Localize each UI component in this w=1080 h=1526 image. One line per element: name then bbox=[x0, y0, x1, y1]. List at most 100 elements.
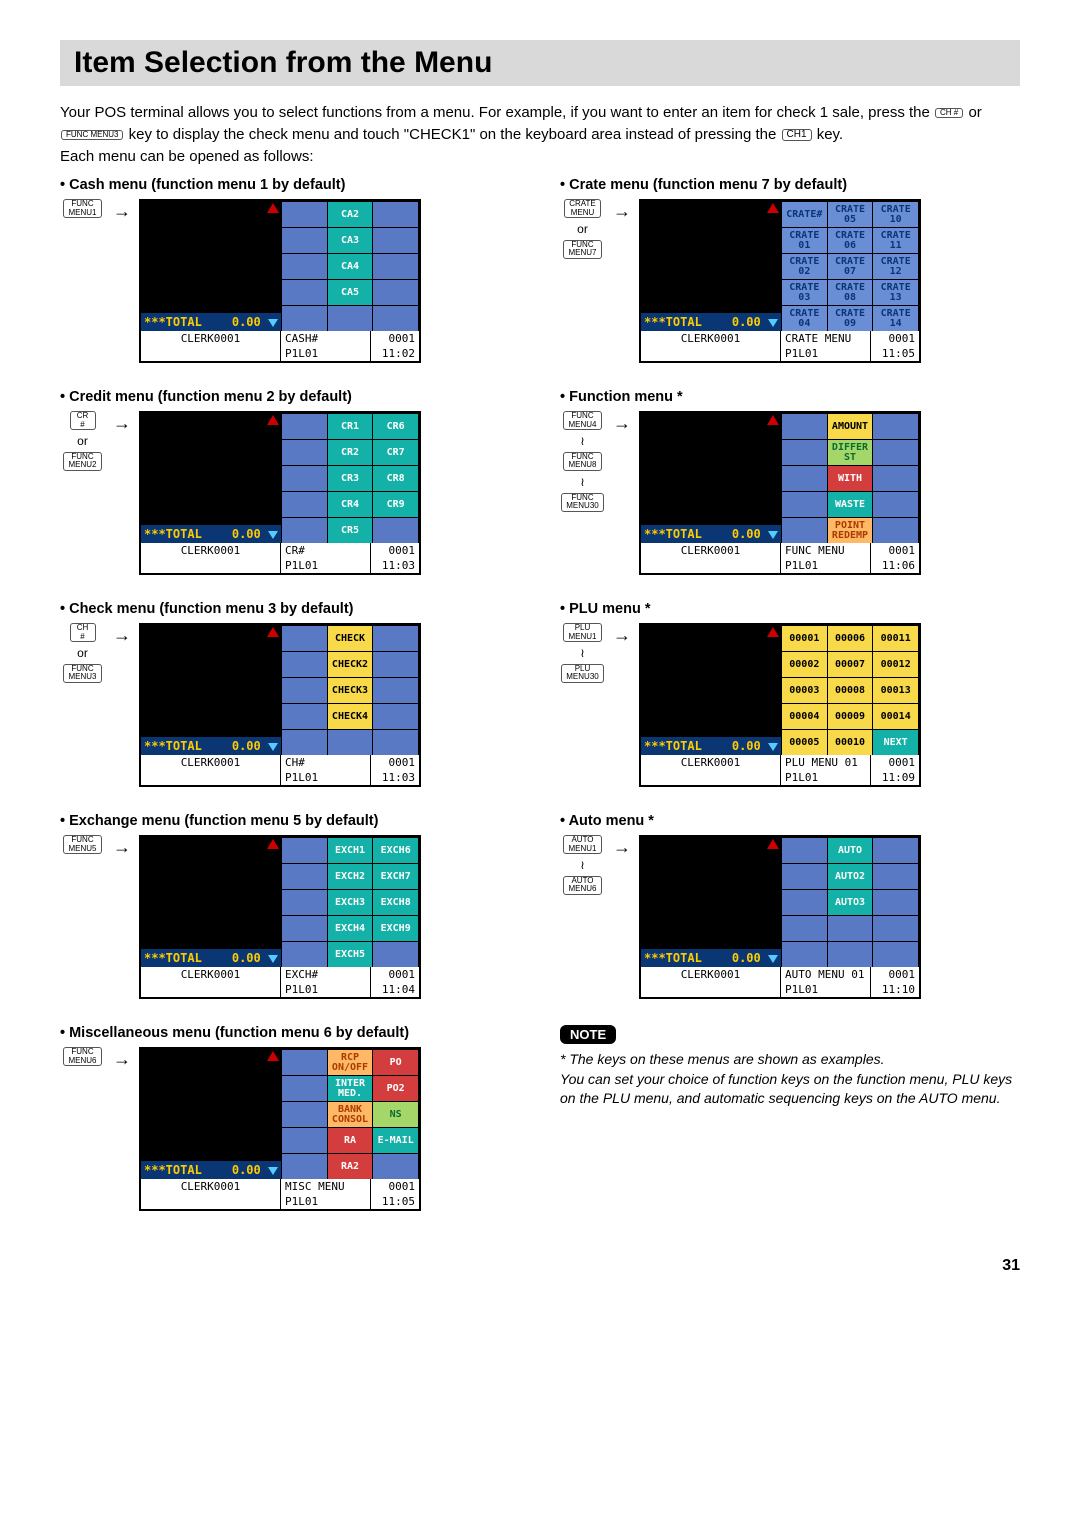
menu-button[interactable]: EXCH3 bbox=[328, 890, 373, 915]
menu-button[interactable]: CRATE 01 bbox=[782, 228, 827, 253]
menu-button[interactable]: CR8 bbox=[373, 466, 418, 491]
menu-button[interactable]: CRATE 07 bbox=[828, 254, 873, 279]
menu-button[interactable]: CA2 bbox=[328, 202, 373, 227]
menu-button[interactable]: 00011 bbox=[873, 626, 918, 651]
menu-button[interactable]: EXCH2 bbox=[328, 864, 373, 889]
menu-button[interactable]: AUTO2 bbox=[828, 864, 873, 889]
menu-button[interactable]: WASTE bbox=[828, 492, 873, 517]
menu-button[interactable]: NEXT bbox=[873, 730, 918, 755]
menu-button[interactable]: EXCH9 bbox=[373, 916, 418, 941]
keycap[interactable]: FUNC MENU4 bbox=[563, 411, 601, 430]
menu-button[interactable]: CA4 bbox=[328, 254, 373, 279]
keycap[interactable]: CRATE MENU bbox=[564, 199, 601, 218]
menu-button[interactable]: CR1 bbox=[328, 414, 373, 439]
menu-button[interactable]: 00002 bbox=[782, 652, 827, 677]
menu-button[interactable]: NS bbox=[373, 1102, 418, 1127]
scroll-up-icon[interactable] bbox=[767, 627, 779, 637]
menu-button[interactable]: AUTO bbox=[828, 838, 873, 863]
menu-button[interactable]: EXCH8 bbox=[373, 890, 418, 915]
menu-button[interactable]: CRATE 04 bbox=[782, 306, 827, 331]
keycap[interactable]: CR # bbox=[70, 411, 96, 430]
menu-button[interactable]: CRATE 08 bbox=[828, 280, 873, 305]
scroll-down-icon[interactable] bbox=[768, 955, 778, 963]
menu-button[interactable]: 00005 bbox=[782, 730, 827, 755]
menu-button[interactable]: 00003 bbox=[782, 678, 827, 703]
scroll-up-icon[interactable] bbox=[267, 203, 279, 213]
scroll-up-icon[interactable] bbox=[267, 1051, 279, 1061]
menu-button[interactable]: CR9 bbox=[373, 492, 418, 517]
menu-button[interactable]: CR3 bbox=[328, 466, 373, 491]
menu-button[interactable]: CHECK3 bbox=[328, 678, 373, 703]
scroll-up-icon[interactable] bbox=[767, 203, 779, 213]
menu-button[interactable]: 00014 bbox=[873, 704, 918, 729]
menu-button[interactable]: CRATE 09 bbox=[828, 306, 873, 331]
menu-button[interactable]: CHECK bbox=[328, 626, 373, 651]
keycap[interactable]: FUNC MENU3 bbox=[63, 664, 101, 683]
menu-button[interactable]: EXCH1 bbox=[328, 838, 373, 863]
keycap[interactable]: FUNC MENU2 bbox=[63, 452, 101, 471]
scroll-down-icon[interactable] bbox=[268, 955, 278, 963]
menu-button[interactable]: DIFFER ST bbox=[828, 440, 873, 465]
menu-button[interactable]: EXCH4 bbox=[328, 916, 373, 941]
keycap[interactable]: FUNC MENU6 bbox=[63, 1047, 101, 1066]
menu-button[interactable]: 00013 bbox=[873, 678, 918, 703]
keycap[interactable]: FUNC MENU8 bbox=[563, 452, 601, 471]
menu-button[interactable]: CRATE 02 bbox=[782, 254, 827, 279]
menu-button[interactable]: 00008 bbox=[828, 678, 873, 703]
menu-button[interactable]: PO bbox=[373, 1050, 418, 1075]
menu-button[interactable]: CA3 bbox=[328, 228, 373, 253]
scroll-up-icon[interactable] bbox=[267, 415, 279, 425]
scroll-down-icon[interactable] bbox=[268, 743, 278, 751]
menu-button[interactable]: CRATE 03 bbox=[782, 280, 827, 305]
menu-button[interactable]: 00006 bbox=[828, 626, 873, 651]
menu-button[interactable]: CHECK2 bbox=[328, 652, 373, 677]
menu-button[interactable]: CRATE 11 bbox=[873, 228, 918, 253]
keycap[interactable]: FUNC MENU30 bbox=[561, 493, 603, 512]
menu-button[interactable]: CRATE 14 bbox=[873, 306, 918, 331]
menu-button[interactable]: CR4 bbox=[328, 492, 373, 517]
scroll-down-icon[interactable] bbox=[768, 531, 778, 539]
keycap[interactable]: PLU MENU30 bbox=[561, 664, 603, 683]
scroll-down-icon[interactable] bbox=[268, 531, 278, 539]
menu-button[interactable]: CR7 bbox=[373, 440, 418, 465]
keycap[interactable]: FUNC MENU1 bbox=[63, 199, 101, 218]
menu-button[interactable]: CR6 bbox=[373, 414, 418, 439]
keycap[interactable]: PLU MENU1 bbox=[563, 623, 601, 642]
menu-button[interactable]: PO2 bbox=[373, 1076, 418, 1101]
scroll-down-icon[interactable] bbox=[768, 743, 778, 751]
keycap[interactable]: CH # bbox=[70, 623, 96, 642]
menu-button[interactable]: 00007 bbox=[828, 652, 873, 677]
menu-button[interactable]: CRATE# bbox=[782, 202, 827, 227]
menu-button[interactable]: CRATE 12 bbox=[873, 254, 918, 279]
menu-button[interactable]: RA2 bbox=[328, 1154, 373, 1179]
menu-button[interactable]: POINT REDEMP bbox=[828, 518, 873, 543]
scroll-up-icon[interactable] bbox=[267, 839, 279, 849]
menu-button[interactable]: CA5 bbox=[328, 280, 373, 305]
menu-button[interactable]: CRATE 05 bbox=[828, 202, 873, 227]
menu-button[interactable]: AUTO3 bbox=[828, 890, 873, 915]
scroll-up-icon[interactable] bbox=[767, 839, 779, 849]
menu-button[interactable]: 00001 bbox=[782, 626, 827, 651]
menu-button[interactable]: WITH bbox=[828, 466, 873, 491]
scroll-down-icon[interactable] bbox=[768, 319, 778, 327]
keycap[interactable]: FUNC MENU7 bbox=[563, 240, 601, 259]
scroll-down-icon[interactable] bbox=[268, 1167, 278, 1175]
scroll-down-icon[interactable] bbox=[268, 319, 278, 327]
menu-button[interactable]: EXCH6 bbox=[373, 838, 418, 863]
menu-button[interactable]: BANK CONSOL bbox=[328, 1102, 373, 1127]
menu-button[interactable]: CRATE 10 bbox=[873, 202, 918, 227]
menu-button[interactable]: CR2 bbox=[328, 440, 373, 465]
menu-button[interactable]: EXCH5 bbox=[328, 942, 373, 967]
menu-button[interactable]: E-MAIL bbox=[373, 1128, 418, 1153]
scroll-up-icon[interactable] bbox=[267, 627, 279, 637]
menu-button[interactable]: CRATE 13 bbox=[873, 280, 918, 305]
menu-button[interactable]: EXCH7 bbox=[373, 864, 418, 889]
scroll-up-icon[interactable] bbox=[767, 415, 779, 425]
menu-button[interactable]: CHECK4 bbox=[328, 704, 373, 729]
menu-button[interactable]: INTER MED. bbox=[328, 1076, 373, 1101]
keycap[interactable]: FUNC MENU5 bbox=[63, 835, 101, 854]
menu-button[interactable]: RA bbox=[328, 1128, 373, 1153]
menu-button[interactable]: 00004 bbox=[782, 704, 827, 729]
menu-button[interactable]: CR5 bbox=[328, 518, 373, 543]
menu-button[interactable]: 00012 bbox=[873, 652, 918, 677]
